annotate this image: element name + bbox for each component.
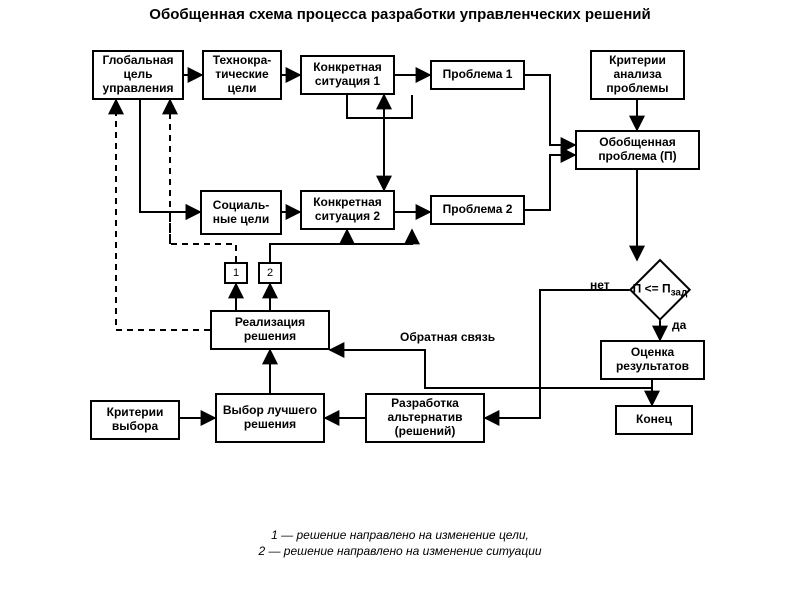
no-label: нет [590,278,610,292]
diagram-title: Обобщенная схема процесса разработки упр… [0,6,800,23]
node-alt: Разработка альтернатив (решений) [365,393,485,443]
node-social: Социаль- ные цели [200,190,282,235]
node-one: 1 [224,262,248,284]
node-eval: Оценка результатов [600,340,705,380]
caption-2: 2 — решение направлено на изменение ситу… [0,544,800,558]
node-two: 2 [258,262,282,284]
node-gen_prob: Обобщенная проблема (П) [575,130,700,170]
node-realiz: Реализация решения [210,310,330,350]
node-crit_an: Критерии анализа проблемы [590,50,685,100]
node-global: Глобальная цель управления [92,50,184,100]
node-prob1: Проблема 1 [430,60,525,90]
decision-diamond: П <= Пзад [632,262,688,318]
feedback-label: Обратная связь [400,330,495,344]
caption-1: 1 — решение направлено на изменение цели… [0,528,800,542]
node-crit_sel: Критерии выбора [90,400,180,440]
flowchart-canvas: Обобщенная схема процесса разработки упр… [0,0,800,600]
node-techno: Технокра- тические цели [202,50,282,100]
node-prob2: Проблема 2 [430,195,525,225]
node-sit1: Конкретная ситуация 1 [300,55,395,95]
node-best: Выбор лучшего решения [215,393,325,443]
node-end: Конец [615,405,693,435]
node-sit2: Конкретная ситуация 2 [300,190,395,230]
yes-label: да [672,318,686,332]
